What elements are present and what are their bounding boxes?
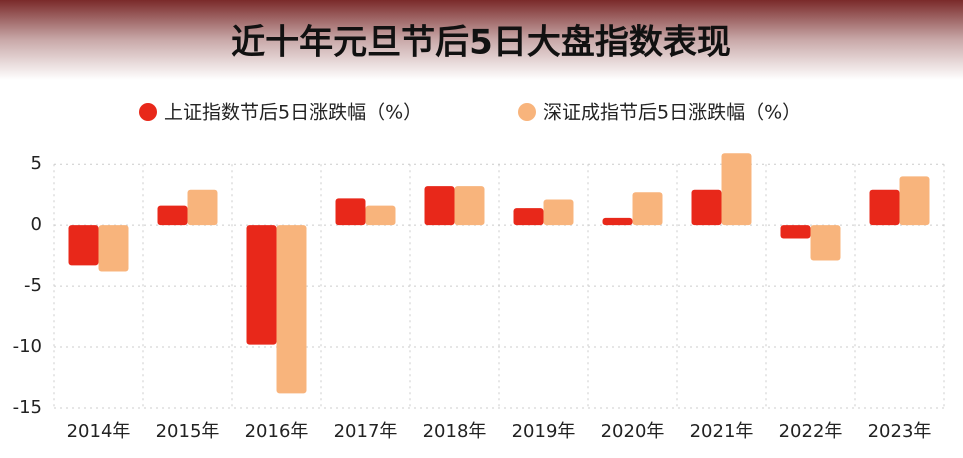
x-tick-label: 2016年 (245, 421, 309, 442)
bar (157, 205, 188, 226)
header-background (0, 0, 963, 80)
x-tick-label: 2014年 (67, 421, 131, 442)
y-tick-label: -15 (13, 397, 42, 418)
x-tick-label: 2020年 (601, 421, 665, 442)
y-tick-label: -5 (24, 275, 42, 296)
bar (869, 189, 900, 226)
x-tick-label: 2021年 (690, 421, 754, 442)
legend-label: 上证指数节后5日涨跌幅（%） (164, 102, 422, 124)
x-tick-label: 2017年 (334, 421, 398, 442)
bar (810, 225, 841, 261)
x-tick-label: 2023年 (868, 421, 932, 442)
x-tick-label: 2018年 (423, 421, 487, 442)
bar (276, 225, 307, 394)
bar (513, 208, 544, 226)
x-tick-label: 2015年 (156, 421, 220, 442)
bar (424, 186, 455, 226)
legend-marker (139, 103, 157, 121)
x-tick-label: 2022年 (779, 421, 843, 442)
bar (187, 189, 218, 226)
y-tick-label: 5 (31, 153, 42, 174)
legend-marker (518, 103, 536, 121)
bar (246, 225, 277, 345)
bar (721, 153, 752, 226)
legend-label: 深证成指节后5日涨跌幅（%） (543, 102, 801, 124)
bar (68, 225, 99, 266)
bar (543, 199, 574, 226)
bar (632, 192, 663, 226)
bar (98, 225, 129, 272)
bar (335, 198, 366, 226)
bar (691, 189, 722, 226)
bar (365, 205, 396, 226)
chart-title: 近十年元旦节后5日大盘指数表现 (231, 23, 731, 63)
y-tick-label: -10 (13, 336, 42, 357)
bar (780, 225, 811, 239)
bar (602, 217, 633, 226)
x-tick-label: 2019年 (512, 421, 576, 442)
y-tick-label: 0 (31, 214, 42, 235)
bar (899, 176, 930, 226)
bar (454, 186, 485, 226)
